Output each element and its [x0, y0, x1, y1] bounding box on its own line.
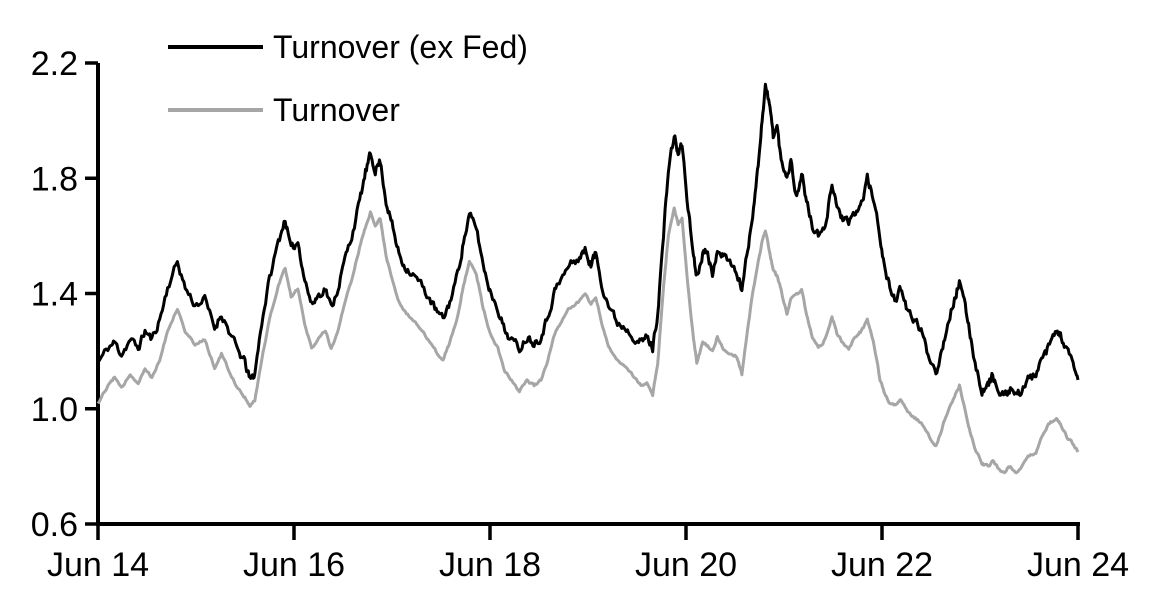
y-tick-label: 1.0 — [31, 391, 78, 429]
x-tick-label: Jun 14 — [47, 546, 149, 584]
legend-entry-turnover-ex-fed: Turnover (ex Fed) — [168, 30, 528, 64]
x-tick-label: Jun 24 — [1027, 546, 1129, 584]
legend-label: Turnover — [273, 92, 400, 128]
y-tick-label: 2.2 — [31, 45, 78, 83]
legend: Turnover (ex Fed) Turnover — [168, 30, 528, 127]
x-tick-label: Jun 20 — [635, 546, 737, 584]
legend-label: Turnover (ex Fed) — [273, 29, 528, 65]
legend-entry-turnover: Turnover — [168, 93, 528, 127]
x-tick-label: Jun 22 — [831, 546, 933, 584]
x-tick-label: Jun 16 — [243, 546, 345, 584]
y-tick-label: 1.4 — [31, 276, 78, 314]
y-tick-label: 1.8 — [31, 160, 78, 198]
series-line-turnover-ex-fed — [96, 82, 1080, 397]
legend-line-sample-gray — [168, 108, 263, 112]
legend-line-sample-black — [168, 45, 263, 49]
y-tick-label: 0.6 — [31, 506, 78, 544]
series-line-turnover — [96, 206, 1080, 475]
x-tick-label: Jun 18 — [439, 546, 541, 584]
